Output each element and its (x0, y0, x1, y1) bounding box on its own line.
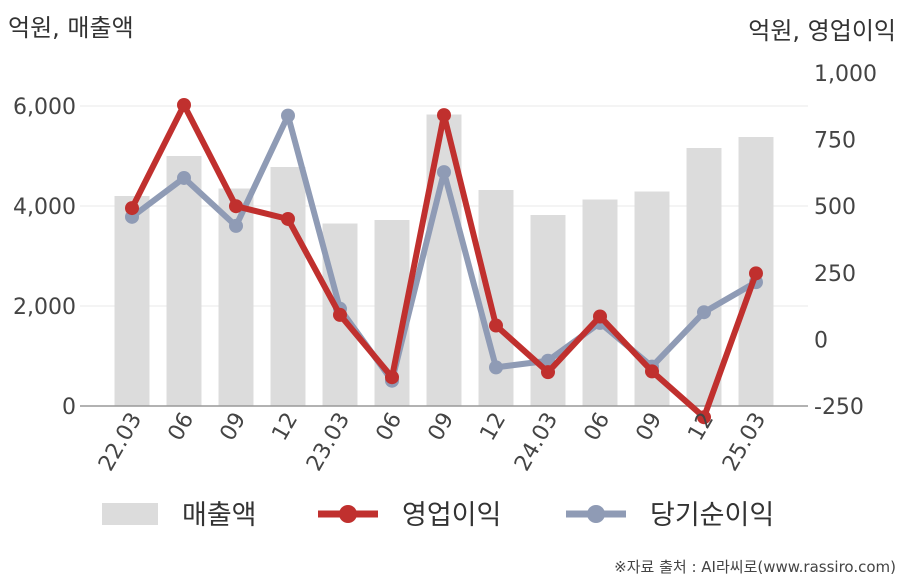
x-tick-label: 25.03 (718, 409, 771, 476)
x-tick-label: 12 (268, 409, 304, 446)
right-axis-ticks: -250 0 250 500 750 1,000 (814, 62, 877, 420)
right-tick-label: -250 (814, 395, 864, 420)
right-axis-title: 억원, 영업이익 (748, 17, 896, 45)
x-tick-label: 12 (684, 409, 720, 446)
profit-lines (125, 97, 763, 425)
left-tick-label: 0 (62, 395, 76, 420)
right-tick-label: 1,000 (814, 62, 877, 87)
revenue-bar (166, 156, 202, 406)
x-tick-label: 24.03 (510, 409, 563, 476)
operating-profit-point (593, 309, 607, 324)
revenue-bar (270, 167, 306, 406)
legend-label-net-income: 당기순이익 (650, 500, 774, 531)
net-income-point (229, 218, 243, 233)
operating-profit-point (229, 199, 243, 214)
left-axis-title: 억원, 매출액 (8, 14, 134, 42)
legend-marker-net-income (587, 505, 605, 523)
left-axis-ticks: 0 2,000 4,000 6,000 (13, 95, 76, 420)
net-income-point (177, 170, 191, 185)
right-tick-label: 500 (814, 195, 856, 220)
operating-profit-point (281, 211, 295, 226)
legend: 매출액 영업이익 당기순이익 (102, 500, 774, 531)
revenue-bars (114, 114, 774, 406)
x-tick-label: 22.03 (94, 409, 147, 476)
x-tick-label: 06 (164, 409, 200, 446)
operating-profit-point (437, 108, 451, 123)
revenue-bar (686, 148, 722, 406)
net-income-point (697, 305, 711, 320)
net-income-point (489, 360, 503, 375)
x-tick-label: 09 (216, 409, 252, 446)
left-tick-label: 6,000 (13, 95, 76, 120)
x-tick-label: 12 (476, 409, 512, 446)
operating-profit-point (697, 410, 711, 425)
x-tick-label: 23.03 (302, 409, 355, 476)
operating-profit-point (749, 266, 763, 281)
legend-label-revenue: 매출액 (182, 500, 257, 531)
operating-profit-point (489, 318, 503, 333)
operating-profit-point (645, 364, 659, 379)
revenue-bar (582, 199, 618, 406)
right-tick-label: 0 (814, 328, 828, 353)
net-income-point (281, 108, 295, 123)
operating-profit-point (125, 201, 139, 216)
left-tick-label: 2,000 (13, 295, 76, 320)
operating-profit-point (541, 365, 555, 380)
net-income-point (437, 165, 451, 180)
right-tick-label: 750 (814, 129, 856, 154)
source-note: ※자료 출처 : AI라씨로(www.rassiro.com) (614, 558, 896, 576)
x-tick-label: 06 (580, 409, 616, 446)
left-tick-label: 4,000 (13, 195, 76, 220)
operating-profit-point (333, 307, 347, 322)
right-tick-label: 250 (814, 262, 856, 287)
operating-profit-point (177, 97, 191, 112)
operating-profit-point (385, 370, 399, 385)
x-tick-label: 09 (424, 409, 460, 446)
revenue-bar (114, 196, 150, 406)
legend-swatch-revenue (102, 503, 158, 525)
legend-label-operating-profit: 영업이익 (402, 500, 501, 531)
x-tick-label: 06 (372, 409, 408, 446)
x-tick-label: 09 (632, 409, 668, 446)
legend-marker-operating-profit (339, 505, 357, 523)
